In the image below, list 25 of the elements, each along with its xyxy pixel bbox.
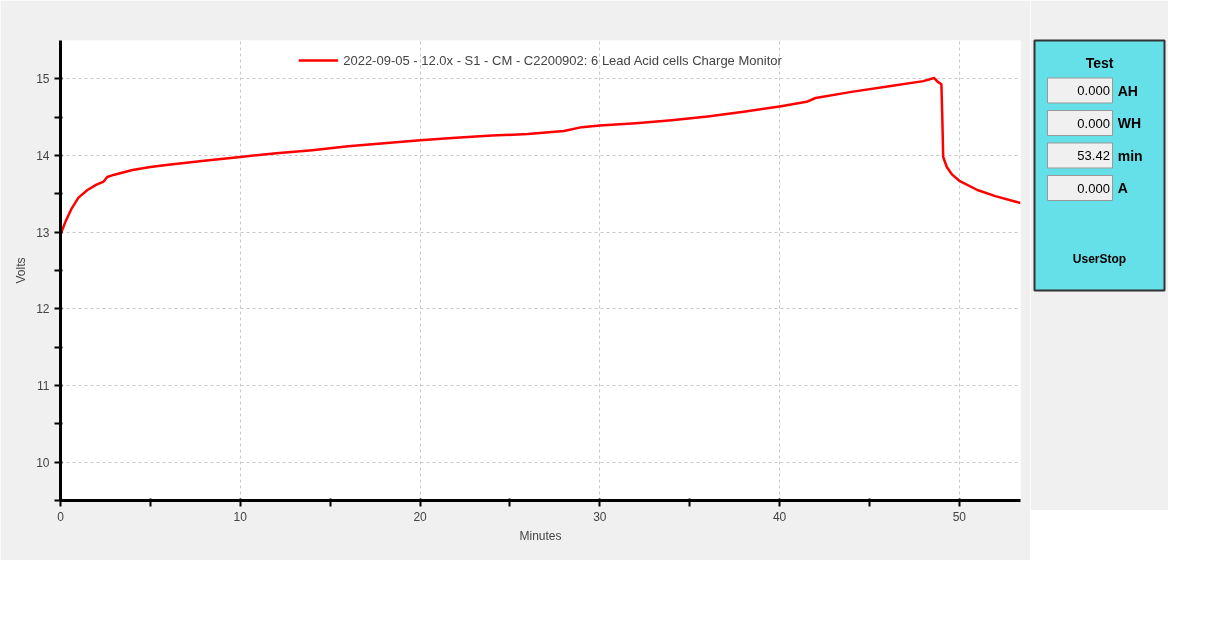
text: A bbox=[1117, 180, 1128, 196]
y-tick-label: 11 bbox=[37, 379, 50, 393]
text: AH bbox=[1117, 82, 1138, 99]
text: min bbox=[1117, 147, 1143, 164]
text: 0.000 bbox=[1077, 83, 1110, 98]
text: UserStop bbox=[1072, 252, 1127, 267]
x-tick-label: 30 bbox=[593, 509, 607, 524]
y-tick-label: 12 bbox=[36, 302, 50, 317]
x-tick-label: 50 bbox=[952, 509, 967, 524]
y-tick-label: 14 bbox=[36, 149, 50, 163]
text: Test bbox=[1085, 55, 1114, 71]
x-tick-label: 0 bbox=[57, 509, 65, 524]
y-axis-title: Volts bbox=[14, 257, 29, 284]
legend-label: 2022-09-05 - 12.0x - S1 - CM - C2200902: 6 Lead Acid cells Charge Monitor bbox=[343, 52, 782, 68]
y-tick-label: 10 bbox=[36, 455, 50, 470]
y-tick-label: 15 bbox=[36, 72, 50, 87]
text: WH bbox=[1117, 115, 1142, 131]
x-tick-label: 40 bbox=[772, 509, 787, 524]
text: 0.000 bbox=[1077, 180, 1110, 196]
x-axis-title: Minutes bbox=[519, 528, 562, 543]
text: 0.000 bbox=[1077, 115, 1110, 131]
x-tick-label: 10 bbox=[233, 509, 248, 524]
text: 53.42 bbox=[1077, 148, 1110, 163]
y-tick-label: 13 bbox=[36, 225, 50, 240]
x-tick-label: 20 bbox=[413, 509, 428, 524]
